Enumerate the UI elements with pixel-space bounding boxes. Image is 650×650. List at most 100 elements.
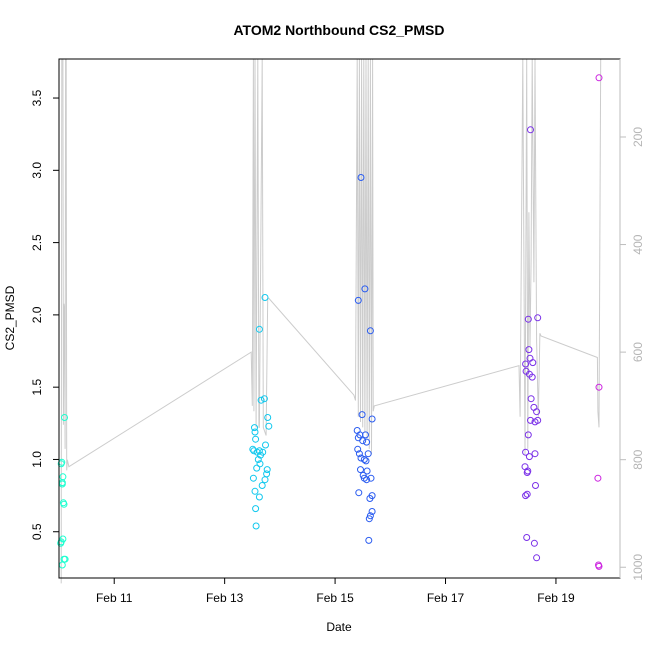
data-point — [366, 327, 374, 335]
y-tick-label: 2.0 — [30, 306, 44, 323]
data-point — [365, 515, 373, 523]
data-point — [264, 414, 272, 421]
data-point — [255, 325, 263, 333]
data-point — [255, 447, 263, 455]
data-point — [524, 431, 532, 439]
y-axis-label: CS2_PMSD — [3, 285, 17, 350]
data-point — [354, 296, 362, 304]
data-point — [527, 126, 534, 134]
data-point — [533, 408, 541, 416]
data-point — [361, 285, 369, 293]
data-point — [365, 536, 373, 544]
data-point — [363, 476, 371, 484]
data-point — [362, 457, 370, 465]
data-point — [532, 482, 539, 489]
data-point — [523, 490, 531, 498]
data-point — [525, 346, 533, 354]
data-point — [259, 448, 267, 456]
data-point — [252, 505, 260, 513]
data-point — [522, 360, 530, 368]
data-point — [530, 539, 538, 547]
data-point — [355, 489, 363, 497]
data-point — [252, 435, 260, 443]
x-tick-label: Feb 15 — [316, 591, 354, 605]
data-point — [262, 441, 269, 449]
data-point — [363, 438, 371, 446]
data-point — [354, 445, 362, 453]
y2-tick-label: 1000 — [631, 554, 645, 581]
y2-tick-label: 400 — [631, 234, 645, 254]
axes-group: Feb 11 Feb 13 Feb 15 Feb 17 Feb 19 0.5 1.0 1.5 2… — [30, 58, 645, 605]
data-point — [595, 74, 603, 82]
data-point — [357, 174, 365, 181]
data-point — [534, 314, 542, 322]
data-point — [61, 555, 69, 563]
data-point — [524, 315, 532, 323]
data-point — [595, 383, 603, 391]
data-point — [263, 466, 271, 474]
y-tick-label: 0.5 — [30, 523, 44, 540]
data-point — [522, 448, 530, 456]
data-point — [251, 487, 259, 495]
data-point — [359, 437, 367, 445]
data-point — [523, 534, 531, 541]
data-point — [366, 495, 374, 502]
data-point — [257, 396, 265, 404]
y-tick-label: 1.5 — [30, 379, 44, 396]
data-point — [357, 466, 364, 474]
data-point — [360, 456, 368, 463]
data-point — [254, 456, 262, 463]
data-point — [367, 474, 375, 482]
y2-tick-label: 800 — [631, 449, 645, 469]
data-point — [595, 562, 603, 570]
data-point — [255, 493, 263, 501]
data-point — [368, 415, 376, 423]
data-point — [527, 395, 535, 403]
x-axis-label: Date — [326, 620, 352, 634]
points-group — [57, 74, 603, 570]
x-tick-label: Feb 11 — [96, 591, 133, 605]
y2-tick-label: 600 — [631, 342, 645, 362]
data-point — [59, 535, 67, 543]
x-tick-label: Feb 17 — [427, 591, 465, 605]
y2-tick-label: 200 — [631, 127, 645, 147]
data-point — [61, 414, 68, 421]
data-point — [529, 359, 537, 367]
chart-title: ATOM2 Northbound CS2_PMSD — [233, 22, 444, 38]
data-point — [251, 424, 258, 432]
data-point — [528, 373, 536, 381]
y-tick-label: 1.0 — [30, 451, 44, 468]
data-point — [260, 395, 268, 403]
data-point — [60, 500, 68, 508]
data-point — [261, 476, 269, 484]
data-point — [253, 464, 261, 472]
data-point — [256, 460, 264, 468]
data-point — [363, 467, 371, 475]
data-point — [533, 554, 541, 562]
data-point — [252, 522, 260, 530]
y-tick-label: 2.5 — [30, 234, 44, 251]
x-tick-label: Feb 19 — [537, 591, 575, 605]
data-point — [265, 422, 273, 430]
y-tick-label: 3.5 — [30, 89, 44, 106]
data-point — [534, 416, 542, 424]
data-point — [362, 431, 369, 439]
data-point — [525, 453, 533, 461]
data-point — [258, 482, 266, 489]
data-point — [355, 450, 363, 458]
data-point — [524, 467, 532, 475]
y-tick-label: 3.0 — [30, 162, 44, 179]
data-point — [358, 411, 366, 419]
data-point — [522, 492, 530, 500]
data-point — [531, 450, 539, 458]
x-tick-label: Feb 13 — [206, 591, 244, 605]
data-point — [261, 294, 269, 301]
data-point — [59, 473, 67, 481]
data-point — [251, 428, 259, 436]
data-point — [368, 508, 376, 515]
data-point — [357, 454, 365, 462]
data-point — [527, 416, 534, 424]
data-point — [364, 450, 372, 458]
